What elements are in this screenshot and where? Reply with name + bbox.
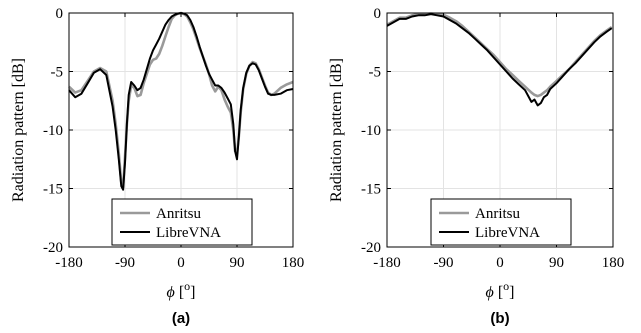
legend-label-anritsu: Anritsu (156, 206, 202, 222)
x-tick-label: -90 (434, 255, 454, 271)
legend-label-anritsu: Anritsu (475, 206, 521, 222)
x-axis-label: ϕ [o] (167, 279, 196, 301)
y-tick-label: -20 (361, 240, 381, 256)
x-tick-label: 90 (230, 255, 245, 271)
y-tick-label: -15 (361, 182, 381, 198)
series-line-librevna (386, 13, 613, 107)
y-tick-label: -5 (369, 65, 382, 81)
legend: Anritsu LibreVNA (430, 198, 572, 246)
y-tick-label: -10 (361, 123, 381, 139)
legend-box (430, 198, 572, 246)
y-tick-label: 0 (56, 6, 64, 22)
legend-box (111, 198, 253, 246)
y-tick-label: -15 (43, 182, 63, 198)
legend-label-librevna: LibreVNA (475, 225, 540, 241)
x-tick-label: 0 (496, 255, 504, 271)
legend-label-librevna: LibreVNA (156, 225, 221, 241)
y-tick-label: 0 (374, 6, 382, 22)
chart-panel-b: -180 -90 0 90 180 0 -5 -10 -15 -20 Radiation patte… (328, 6, 624, 327)
chart-panel-a: -180 -90 0 90 180 0 -5 -10 -15 -20 Radiation patte… (10, 6, 304, 327)
x-tick-label: 180 (282, 255, 305, 271)
x-tick-label: 90 (549, 255, 564, 271)
y-axis-label: Radiation pattern [dB] (10, 58, 27, 202)
y-tick-label: -20 (43, 240, 63, 256)
y-tick-label: -5 (51, 65, 64, 81)
x-tick-label: -180 (55, 255, 83, 271)
legend: Anritsu LibreVNA (111, 198, 253, 246)
panel-label: (b) (490, 310, 509, 327)
y-axis-label: Radiation pattern [dB] (328, 58, 345, 202)
x-axis-label: ϕ [o] (486, 279, 515, 301)
x-tick-label: -180 (373, 255, 401, 271)
series-line-librevna (68, 12, 294, 191)
x-tick-label: 180 (602, 255, 625, 271)
y-tick-label: -10 (43, 123, 63, 139)
panel-label: (a) (172, 310, 190, 327)
x-tick-label: -90 (115, 255, 135, 271)
x-tick-label: 0 (177, 255, 185, 271)
